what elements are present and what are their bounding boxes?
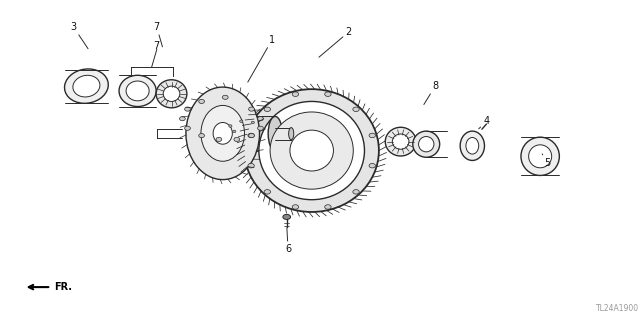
Ellipse shape bbox=[270, 112, 353, 189]
Text: FR.: FR. bbox=[54, 282, 72, 292]
Ellipse shape bbox=[324, 205, 331, 209]
Ellipse shape bbox=[466, 137, 479, 154]
Ellipse shape bbox=[65, 69, 108, 103]
Ellipse shape bbox=[73, 75, 100, 97]
Ellipse shape bbox=[353, 189, 359, 194]
Ellipse shape bbox=[324, 92, 331, 96]
Ellipse shape bbox=[216, 137, 222, 142]
Ellipse shape bbox=[392, 134, 409, 149]
Text: 3: 3 bbox=[70, 22, 88, 49]
Ellipse shape bbox=[198, 100, 205, 103]
Ellipse shape bbox=[283, 214, 291, 219]
Ellipse shape bbox=[234, 137, 240, 142]
Ellipse shape bbox=[184, 126, 191, 130]
Text: 8: 8 bbox=[424, 81, 438, 105]
Text: 7: 7 bbox=[154, 41, 160, 51]
Text: 1: 1 bbox=[248, 35, 275, 82]
Ellipse shape bbox=[292, 205, 299, 209]
Ellipse shape bbox=[248, 107, 255, 111]
Ellipse shape bbox=[257, 126, 264, 130]
Ellipse shape bbox=[244, 89, 379, 212]
Text: 4: 4 bbox=[479, 116, 490, 129]
Ellipse shape bbox=[179, 117, 186, 121]
Ellipse shape bbox=[248, 133, 254, 138]
Ellipse shape bbox=[240, 120, 243, 122]
Ellipse shape bbox=[248, 134, 255, 138]
Ellipse shape bbox=[289, 128, 294, 140]
Ellipse shape bbox=[460, 131, 484, 160]
Ellipse shape bbox=[259, 101, 365, 200]
Text: TL24A1900: TL24A1900 bbox=[596, 304, 639, 313]
Ellipse shape bbox=[223, 95, 228, 100]
Ellipse shape bbox=[264, 107, 271, 112]
Ellipse shape bbox=[233, 130, 236, 133]
Ellipse shape bbox=[184, 107, 191, 111]
Ellipse shape bbox=[268, 116, 282, 151]
Ellipse shape bbox=[119, 75, 156, 107]
Ellipse shape bbox=[290, 130, 333, 171]
Ellipse shape bbox=[292, 92, 299, 96]
Ellipse shape bbox=[529, 145, 552, 168]
Text: 6: 6 bbox=[285, 228, 291, 254]
Ellipse shape bbox=[413, 131, 440, 157]
Ellipse shape bbox=[252, 121, 255, 124]
Ellipse shape bbox=[186, 87, 260, 180]
Text: 7: 7 bbox=[154, 22, 163, 47]
Text: 5: 5 bbox=[542, 154, 550, 168]
Ellipse shape bbox=[385, 127, 416, 156]
Ellipse shape bbox=[213, 122, 232, 144]
Polygon shape bbox=[223, 116, 275, 151]
Ellipse shape bbox=[369, 163, 376, 168]
Ellipse shape bbox=[264, 189, 271, 194]
Ellipse shape bbox=[419, 137, 434, 152]
Ellipse shape bbox=[198, 134, 205, 138]
Ellipse shape bbox=[163, 86, 180, 101]
Ellipse shape bbox=[353, 107, 359, 112]
Ellipse shape bbox=[229, 125, 232, 127]
Ellipse shape bbox=[369, 133, 376, 138]
Ellipse shape bbox=[201, 106, 244, 161]
Ellipse shape bbox=[126, 81, 149, 101]
Text: 2: 2 bbox=[319, 27, 352, 57]
Ellipse shape bbox=[257, 117, 264, 121]
Ellipse shape bbox=[248, 163, 254, 168]
Ellipse shape bbox=[521, 137, 559, 175]
Ellipse shape bbox=[156, 80, 187, 108]
